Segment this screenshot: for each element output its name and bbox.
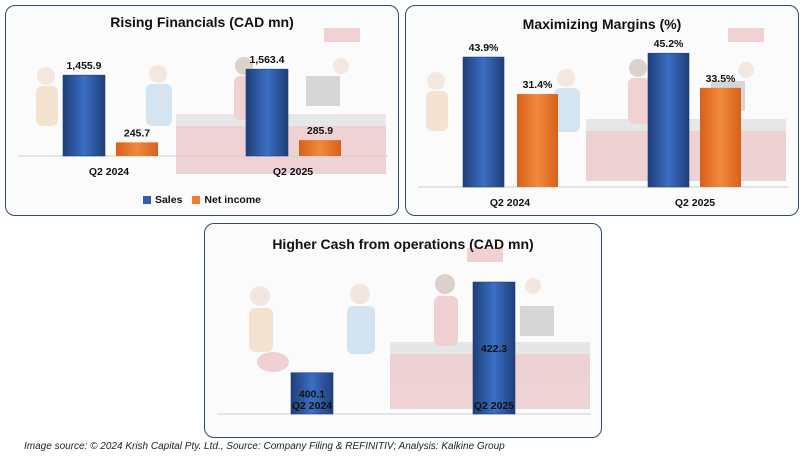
category-label: Q2 2024 [89,166,129,178]
legend-item-sales: Sales [142,194,183,206]
legend-label-net-income: Net income [204,194,262,206]
image-source-note: Image source: © 2024 Krish Capital Pty. … [24,441,505,452]
chart-panel-cash-from-operations: Higher Cash from operations (CAD mn) 400… [204,223,602,438]
bar-gross-margin-q2-2024 [462,56,505,188]
category-label: Q2 2024 [490,197,530,209]
data-label: 1,563.4 [249,54,284,66]
data-label: 285.9 [307,125,333,137]
data-label: 1,455.9 [66,60,101,72]
cash-from-operations-chart: 400.1 422.3 Q2 2024 Q2 2025 [217,248,591,415]
data-label: 422.3 [481,343,507,355]
legend-item-net-income: Net income [192,194,261,206]
rising-financials-chart: 1,455.9 1,563.4 245.7 285.9 Q2 2024 Q2 2025 [18,28,388,178]
bar-net-income-q2-2025 [299,140,341,156]
category-label: Q2 2024 [292,400,332,412]
category-label: Q2 2025 [675,197,715,209]
bar-operating-margin-q2-2024 [517,94,558,187]
chart-title: Rising Financials (CAD mn) [110,14,294,30]
net-income-swatch [192,196,201,204]
bar-sales-q2-2025 [245,68,289,157]
bar-gross-margin-q2-2025 [647,52,690,188]
category-label: Q2 2025 [474,400,514,412]
bar-cash-from-operations-q2-2024 [290,372,334,415]
data-label: 45.2% [654,38,684,50]
bar-operating-margin-q2-2025 [700,87,741,187]
sales-swatch [142,196,151,204]
chart-title: Maximizing Margins (%) [522,16,682,32]
maximizing-margins-chart: 43.9% 45.2% 31.4% 33.5% Q2 2024 Q2 2025 [418,28,788,209]
legend-label-sales: Sales [154,194,183,206]
data-label: 245.7 [124,127,150,139]
data-label: 31.4% [523,79,553,91]
data-label: 400.1 [299,388,325,400]
bar-cash-from-operations-q2-2025 [472,281,516,415]
data-label: 43.9% [469,42,499,54]
chart-panel-maximizing-margins: Maximizing Margins (%) 43.9% 45.2% 31.4% 33… [405,5,799,216]
data-label: 33.5% [706,73,736,85]
chart-panel-rising-financials: Rising Financials (CAD mn) 1,455.9 1,563.… [5,5,399,216]
chart-title: Higher Cash from operations (CAD mn) [272,236,534,252]
chart-legend: Sales Net income [6,194,398,206]
bar-sales-q2-2024 [62,74,106,157]
category-label: Q2 2025 [273,166,313,178]
bar-net-income-q2-2024 [116,142,158,156]
